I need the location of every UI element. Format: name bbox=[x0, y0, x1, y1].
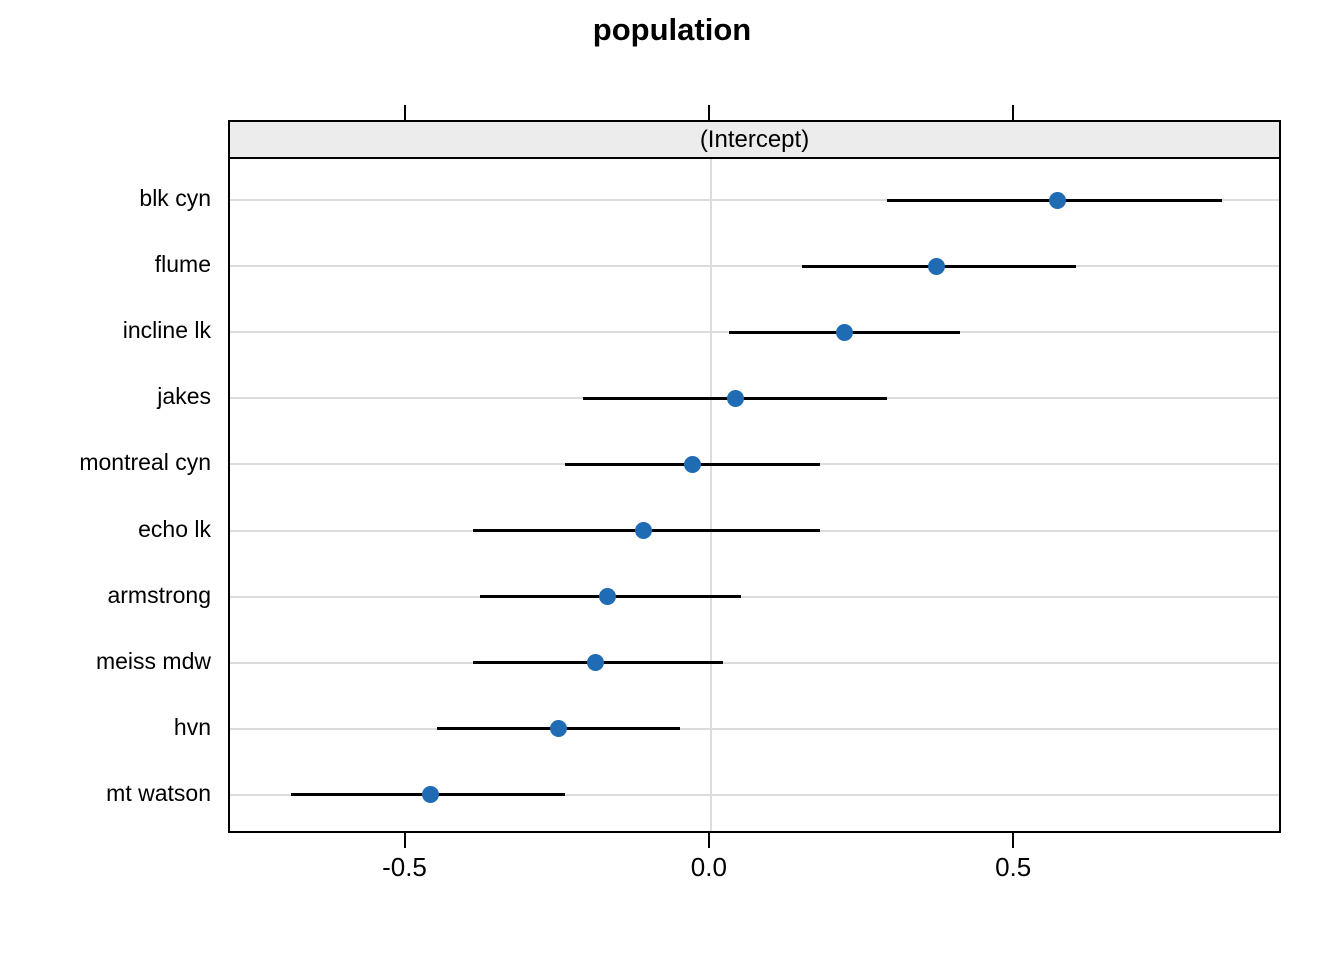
chart-title: population bbox=[592, 12, 752, 47]
point-estimate-marker bbox=[684, 455, 702, 473]
point-estimate-marker bbox=[1049, 191, 1067, 209]
category-label: hvn bbox=[173, 713, 211, 740]
category-label: flume bbox=[154, 251, 211, 278]
point-estimate-marker bbox=[598, 588, 616, 606]
row-gridline bbox=[230, 265, 1279, 268]
row-gridline bbox=[230, 661, 1279, 664]
top-axis-tick bbox=[1012, 105, 1015, 120]
category-label: armstrong bbox=[107, 581, 211, 608]
bottom-axis-tick bbox=[1012, 833, 1015, 848]
category-label: mt watson bbox=[106, 779, 211, 806]
panel-strip: (Intercept) bbox=[228, 120, 1281, 159]
row-gridline bbox=[230, 727, 1279, 730]
point-estimate-marker bbox=[550, 720, 568, 738]
bottom-axis-tick bbox=[403, 833, 406, 848]
point-estimate-marker bbox=[927, 257, 945, 275]
category-label: incline lk bbox=[122, 317, 211, 344]
category-label: jakes bbox=[157, 383, 211, 410]
plot-panel bbox=[228, 157, 1281, 833]
point-estimate-marker bbox=[726, 389, 744, 407]
row-gridline bbox=[230, 199, 1279, 201]
top-axis-tick bbox=[707, 105, 710, 120]
point-estimate-marker bbox=[836, 323, 854, 341]
panel-strip-label: (Intercept) bbox=[699, 125, 810, 153]
row-gridline bbox=[230, 595, 1279, 598]
x-axis-tick-label: -0.5 bbox=[382, 852, 427, 882]
top-axis-tick bbox=[403, 105, 406, 120]
zero-gridline bbox=[709, 159, 712, 831]
x-axis-tick-label: 0.0 bbox=[690, 852, 727, 882]
category-label: blk cyn bbox=[139, 185, 211, 211]
bottom-axis-tick bbox=[707, 833, 710, 848]
point-estimate-marker bbox=[422, 786, 440, 804]
row-gridline bbox=[230, 793, 1279, 796]
point-estimate-marker bbox=[586, 654, 604, 672]
category-label: echo lk bbox=[138, 515, 211, 542]
category-label: montreal cyn bbox=[79, 449, 211, 476]
point-estimate-marker bbox=[635, 522, 653, 539]
category-label: meiss mdw bbox=[95, 647, 211, 674]
x-axis-tick-label: 0.5 bbox=[995, 852, 1032, 882]
